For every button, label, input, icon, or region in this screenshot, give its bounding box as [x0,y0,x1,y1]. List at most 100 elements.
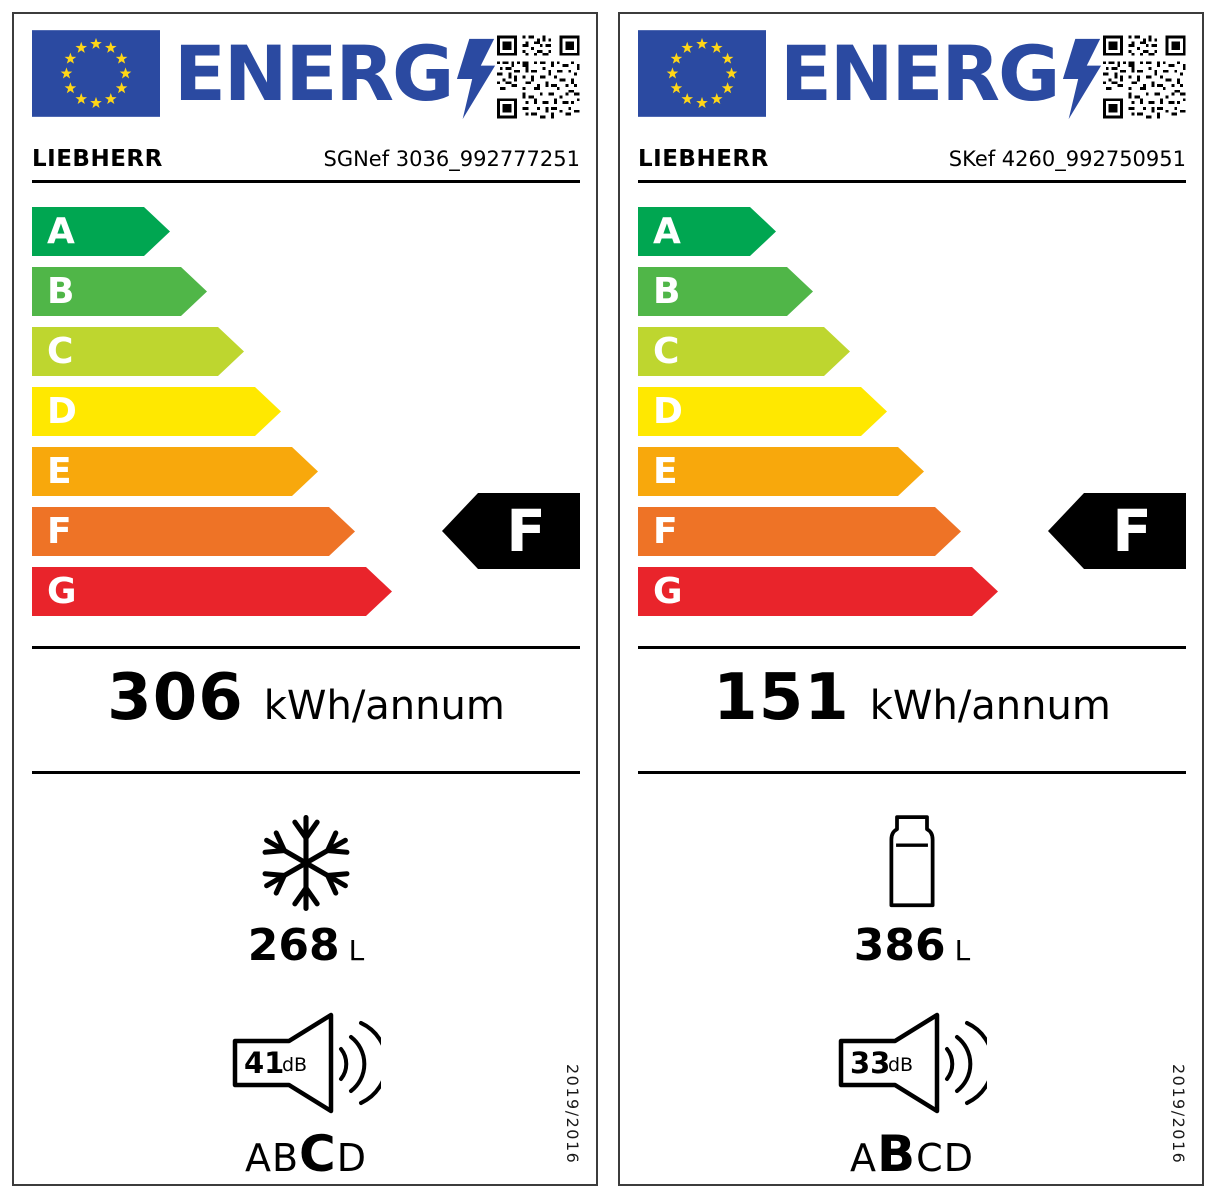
label-header: ENERG [32,30,580,122]
class-bar-e: E [32,447,318,496]
volume-unit: L [954,934,971,967]
noise-unit: dB [888,1054,913,1076]
divider [32,771,580,774]
noise-scale-post: CD [916,1136,974,1180]
class-letter: A [47,211,75,252]
energy-consumption-value: 306 [107,661,244,735]
energy-consumption-unit: kWh/annum [263,683,505,729]
class-row-a: A [638,207,1186,256]
energy-consumption-unit: kWh/annum [869,683,1111,729]
class-row-b: B [32,267,580,316]
class-letter: C [47,331,74,372]
qr-code-icon [497,32,580,122]
label-header: ENERG [638,30,1186,122]
class-letter: C [653,331,680,372]
volume-section: 386 L [638,812,1186,971]
class-letter: F [47,511,72,552]
regulation-reference: 2019/2016 [563,1063,582,1164]
class-bar-e: E [638,447,924,496]
noise-class-current: B [877,1125,917,1183]
class-letter: E [47,451,72,492]
energy-consumption: 306 kWh/annum [32,661,580,747]
class-bar-f: F [638,507,961,556]
class-row-g: G [32,567,580,616]
energy-class-scale: A B C D E F G F [638,207,1186,616]
rating-letter: F [506,497,546,565]
class-bar-f: F [32,507,355,556]
model-identifier: SGNef 3036_992777251 [323,147,581,171]
volume-text: 386 L [854,920,970,971]
lightning-bolt-icon [455,38,497,120]
class-bar-c: C [32,327,244,376]
energ-logo: ENERG [174,36,497,120]
eu-flag-icon [32,30,160,117]
speaker-noise-icon: 33 dB [837,1009,987,1117]
model-identifier: SKef 4260_992750951 [948,147,1186,171]
volume-value: 268 [247,920,340,971]
class-letter: B [653,271,681,312]
energ-logo-text: ENERG [780,29,1060,118]
noise-scale-post: D [336,1136,368,1180]
class-row-f: F [32,507,580,556]
noise-class-current: C [299,1125,337,1183]
class-bar-g: G [638,567,998,616]
volume-unit: L [348,934,365,967]
rating-arrow: F [442,493,580,569]
class-bar-d: D [32,387,281,436]
volume-text: 268 L [248,920,364,971]
class-bar-a: A [638,207,776,256]
energ-logo-text: ENERG [174,29,454,118]
divider [638,771,1186,774]
divider [32,646,580,649]
energy-label-left: ENERG LIEBHERR SGNef 3036_992777251 A B … [12,12,598,1186]
regulation-reference: 2019/2016 [1169,1063,1188,1164]
class-bar-b: B [638,267,813,316]
noise-section: 41 dB AB C D [32,1009,580,1183]
class-letter: D [47,391,77,432]
noise-unit: dB [282,1054,307,1076]
class-bar-b: B [32,267,207,316]
class-row-d: D [32,387,580,436]
class-row-e: E [32,447,580,496]
speaker-noise-icon: 41 dB [231,1009,381,1117]
class-bar-c: C [638,327,850,376]
class-bar-a: A [32,207,170,256]
energ-logo: ENERG [780,36,1103,120]
brand-row: LIEBHERR SKef 4260_992750951 [638,146,1186,183]
class-letter: E [653,451,678,492]
class-row-g: G [638,567,1186,616]
rating-letter: F [1112,497,1152,565]
class-row-c: C [32,327,580,376]
class-row-d: D [638,387,1186,436]
eu-flag-icon [638,30,766,117]
class-letter: B [47,271,75,312]
class-letter: F [653,511,678,552]
class-letter: G [47,571,77,612]
volume-value: 386 [853,920,946,971]
noise-value: 33 [850,1046,890,1080]
qr-code-icon [1103,32,1186,122]
class-row-c: C [638,327,1186,376]
class-row-f: F [638,507,1186,556]
noise-section: 33 dB A B CD [638,1009,1186,1183]
fresh-bottle-icon [882,814,942,912]
class-bar-g: G [32,567,392,616]
class-row-e: E [638,447,1186,496]
energy-label-right: ENERG LIEBHERR SKef 4260_992750951 A B C… [618,12,1204,1186]
noise-scale-pre: A [850,1136,878,1180]
energy-consumption-value: 151 [713,661,850,735]
snowflake-freezer-icon [255,812,357,914]
brand-name: LIEBHERR [638,146,769,172]
noise-scale-pre: AB [244,1136,300,1180]
lightning-bolt-icon [1061,38,1103,120]
noise-value: 41 [244,1046,284,1080]
class-row-a: A [32,207,580,256]
class-letter: G [653,571,683,612]
rating-arrow: F [1048,493,1186,569]
brand-name: LIEBHERR [32,146,163,172]
class-letter: A [653,211,681,252]
divider [638,646,1186,649]
